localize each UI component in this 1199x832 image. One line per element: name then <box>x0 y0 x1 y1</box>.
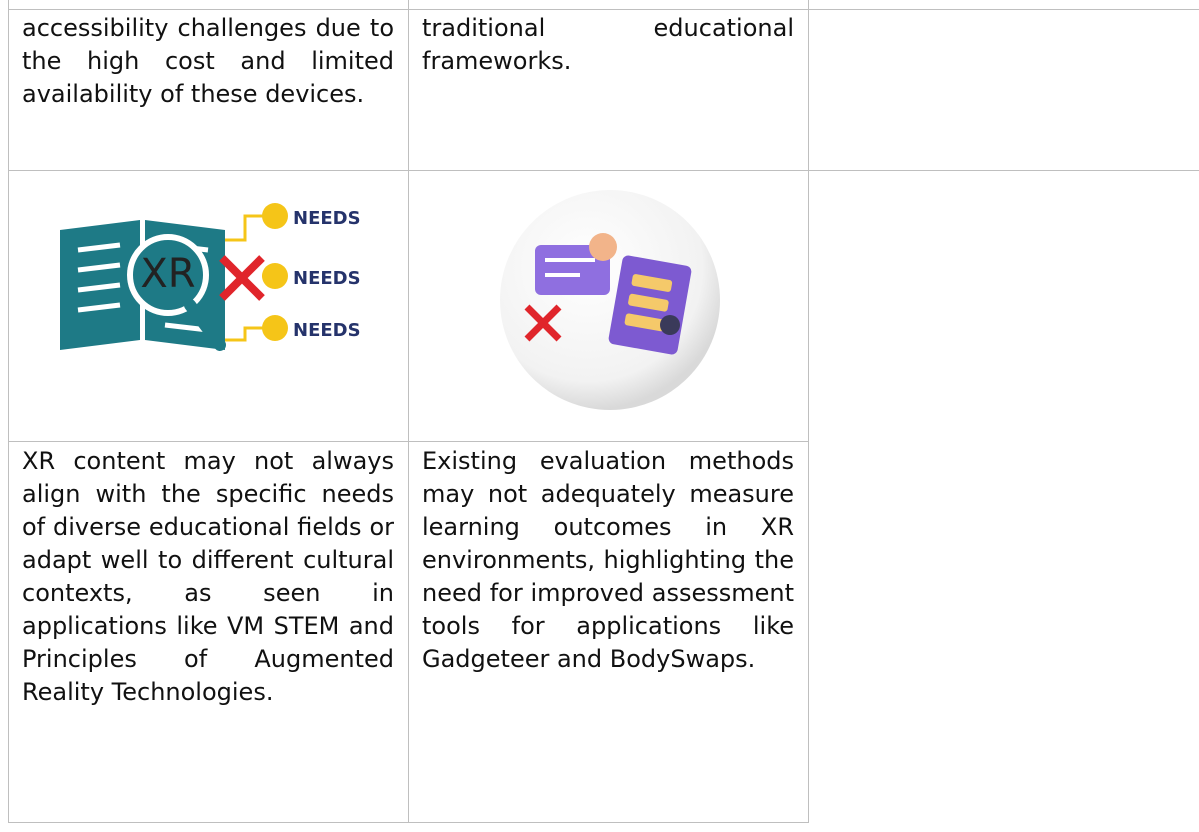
table-cell: traditional educational frameworks. <box>422 14 794 75</box>
evaluation-illustration <box>500 190 720 410</box>
table-cell: XR content may not always align with the… <box>22 447 394 706</box>
table-border <box>808 0 809 823</box>
needs-label: NEEDS <box>293 208 361 229</box>
xr-logo: XR <box>140 251 195 297</box>
table-border <box>8 441 808 442</box>
table-cell: accessibility challenges due to the high… <box>22 14 394 108</box>
table-border <box>8 0 9 823</box>
table-border <box>8 9 1199 10</box>
table-cell: Existing evaluation methods may not adeq… <box>422 447 794 673</box>
needs-illustration: XR NEEDS NEEDS NEEDS <box>60 203 361 351</box>
table-border <box>408 0 409 823</box>
needs-label: NEEDS <box>293 268 361 289</box>
needs-label: NEEDS <box>293 320 361 341</box>
table-border <box>8 170 1199 171</box>
table-border <box>8 822 808 823</box>
